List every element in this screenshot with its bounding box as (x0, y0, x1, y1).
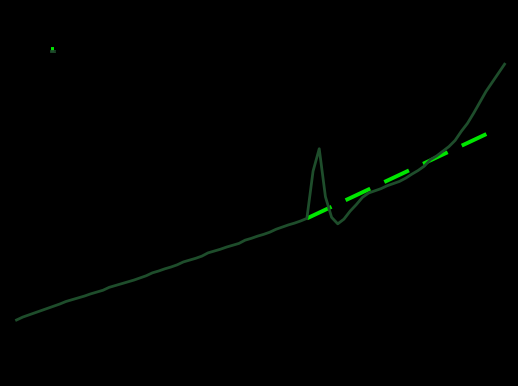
Legend: Pre-pandemic trend, Average hourly earnings: Pre-pandemic trend, Average hourly earni… (51, 49, 72, 52)
